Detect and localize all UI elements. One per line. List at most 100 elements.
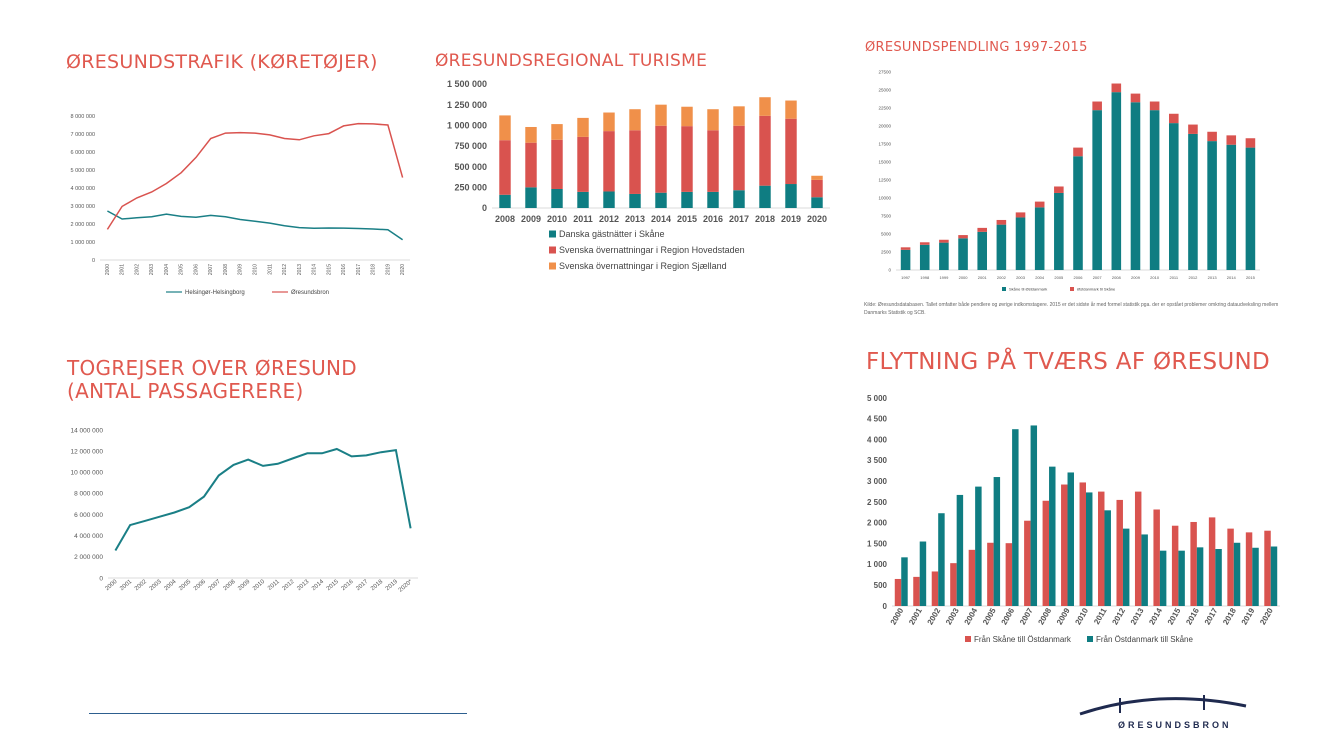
bar-segment (707, 109, 719, 131)
bar (1049, 466, 1056, 606)
bar-segment (1169, 123, 1179, 270)
bar-segment (603, 191, 615, 208)
bar-segment (1092, 101, 1102, 111)
y-tick-label: 20000 (878, 124, 891, 129)
bar (1227, 528, 1234, 606)
bar (1270, 546, 1278, 606)
bar-segment (499, 194, 511, 208)
legend-swatch (1087, 636, 1093, 642)
bar-segment (629, 109, 641, 131)
y-tick-label: 7500 (881, 214, 892, 219)
x-tick-label: 2004 (1035, 275, 1045, 280)
y-tick-label: 10 000 000 (70, 470, 103, 477)
bar (1134, 491, 1142, 606)
bar-segment (919, 244, 930, 270)
y-tick-label: 250 000 (454, 182, 487, 192)
bar (913, 576, 920, 606)
y-tick-label: 2 000 000 (74, 554, 103, 561)
bar-segment (1169, 113, 1179, 124)
x-tick-label: 2018 (755, 214, 775, 224)
y-tick-label: 17500 (878, 142, 891, 147)
bar-segment (499, 115, 511, 141)
bar-segment (551, 139, 563, 189)
chart-3-title: ØRESUNDSPENDLING 1997-2015 (865, 40, 1088, 55)
x-tick-label: 2013 (296, 579, 311, 593)
bar-segment (577, 191, 589, 208)
x-tick-label: 2009 (237, 579, 252, 593)
x-tick-label: 2007 (208, 264, 214, 275)
legend-label: Skåne til Østdanmark (1009, 286, 1047, 291)
chart-5-title: FLYTNING PÅ TVÆRS AF ØRESUND (866, 349, 1271, 375)
bar (901, 557, 908, 606)
bar-segment (499, 140, 511, 195)
bar (931, 571, 939, 606)
x-tick-label: 2014 (1227, 275, 1237, 280)
bar-segment (1015, 217, 1026, 270)
bar-segment (603, 131, 615, 192)
bar-segment (1111, 83, 1122, 93)
bar-segment (707, 191, 719, 208)
bar-segment (1073, 156, 1083, 270)
bar-segment (1130, 93, 1141, 103)
bar-segment (1226, 144, 1237, 270)
y-tick-label: 0 (883, 602, 888, 611)
x-tick-label: 2006 (1074, 275, 1084, 280)
bar-segment (551, 124, 563, 140)
legend-swatch (549, 246, 556, 254)
bridge-arc-icon (1079, 695, 1247, 716)
bar-segment (525, 142, 537, 188)
bar (950, 563, 957, 606)
x-tick-label: 2010 (1150, 275, 1160, 280)
bar-segment (1188, 133, 1198, 270)
x-tick-label: 2018 (370, 579, 385, 593)
x-tick-label: 2020 (807, 214, 827, 224)
bar-segment (958, 238, 968, 270)
footer-divider (89, 713, 467, 714)
bar-segment (759, 185, 771, 208)
y-tick-label: 0 (482, 203, 487, 213)
x-tick-label: 2007 (208, 579, 223, 593)
y-tick-label: 2 000 (867, 519, 888, 528)
migration-chart: 0 500 1 000 1 500 2 000 2 500 3 000 3 500 4 000 4… (867, 394, 1280, 644)
bar (956, 494, 964, 606)
y-tick-label: 5 000 (867, 394, 888, 403)
legend-label: Från Skåne till Östdanmark (974, 635, 1072, 644)
y-tick-label: 6 000 000 (71, 150, 95, 156)
commuting-chart: 0 2500 5000 7500 10000 12500 15000 17500 20000 22… (878, 70, 1260, 291)
y-tick-label: 14 000 000 (70, 427, 103, 434)
y-tick-label: 750 000 (454, 141, 487, 151)
bar-segment (1073, 147, 1083, 157)
bar-segment (958, 235, 968, 239)
bar-segment (1092, 110, 1102, 270)
y-tick-label: 0 (92, 258, 95, 264)
y-tick-label: 12 000 000 (70, 448, 103, 455)
bar-segment (1245, 147, 1256, 270)
bar-segment (939, 242, 949, 270)
x-tick-label: 2004 (164, 264, 170, 275)
bar-segment (759, 97, 771, 116)
x-tick-label: 2018 (371, 264, 377, 275)
y-tick-label: 8 000 000 (74, 491, 103, 498)
bar (1042, 500, 1050, 606)
bar (1190, 521, 1197, 606)
bar-segment (811, 179, 823, 198)
x-tick-label: 2017 (1203, 606, 1220, 626)
bar-segment (900, 249, 911, 270)
y-tick-label: 3 000 000 (71, 204, 95, 210)
x-tick-label: 2019 (1240, 606, 1257, 626)
y-tick-label: 4 000 000 (71, 186, 95, 192)
y-tick-label: 25000 (878, 88, 891, 93)
x-tick-label: 2011 (267, 264, 273, 275)
x-tick-label: 2012 (282, 579, 297, 593)
x-tick-label: 2000 (104, 579, 119, 593)
y-tick-label: 2 000 000 (71, 222, 95, 228)
bar-segment (1149, 110, 1160, 270)
bar-segment (977, 231, 987, 270)
y-tick-label: 1 500 000 (447, 79, 487, 89)
y-tick-label: 3 000 (867, 477, 888, 486)
x-tick-label: 2013 (1129, 606, 1146, 626)
x-tick-label: 2013 (297, 264, 303, 275)
chart-4-title: TOGREJSER OVER ØRESUND (ANTAL PASSAGERER… (67, 356, 358, 403)
bar-segment (977, 227, 987, 232)
bar-segment (900, 247, 911, 250)
